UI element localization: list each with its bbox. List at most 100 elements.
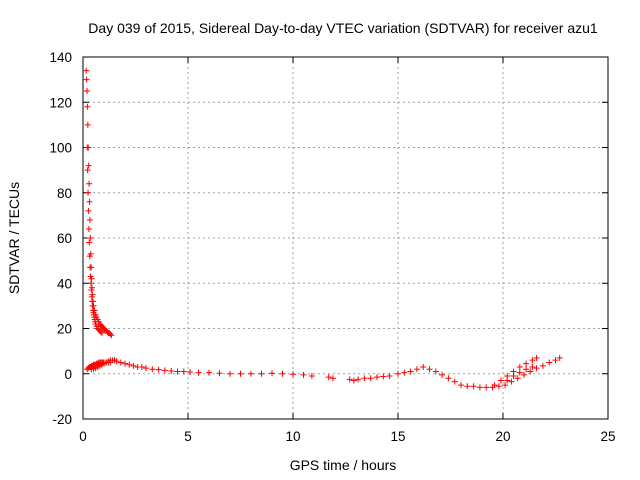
data-point [83,76,90,83]
y-axis-label: SDTVAR / TECUs [6,182,22,294]
data-point [161,367,168,374]
data-point [508,378,515,385]
data-point [527,368,534,375]
data-point [464,383,471,390]
data-point [98,330,105,337]
data-point [149,366,156,373]
data-point [483,384,490,391]
data-point [380,373,387,380]
data-point [329,375,336,382]
grid-lines [83,57,608,419]
data-point [84,103,91,110]
data-point [138,363,145,370]
data-point [386,373,393,380]
data-point [432,368,439,375]
data-point [85,225,92,232]
y-tick-label: 20 [57,322,72,337]
data-point [529,357,536,364]
y-tick-label: 60 [57,231,72,246]
data-point [237,370,244,377]
data-point [108,332,115,339]
data-point [107,331,114,338]
x-tick-label: 10 [285,429,300,444]
x-tick-label: 5 [184,429,192,444]
data-point [86,198,93,205]
x-tick-label: 15 [390,429,405,444]
chart-title: Day 039 of 2015, Sidereal Day-to-day VTE… [88,20,598,36]
data-point [510,373,517,380]
data-point [516,369,523,376]
data-point [227,370,233,377]
data-point [187,368,194,375]
data-point [84,144,91,151]
data-point [97,328,104,335]
data-point [143,365,149,372]
y-tick-label: 120 [49,95,72,110]
data-point [374,374,380,381]
data-point [426,366,433,373]
data-point [83,67,90,74]
data-point [521,371,527,378]
tick-labels: 0 5 10 15 20 25 -20 0 20 40 60 80 100 120 140 [49,50,615,444]
data-point [85,189,92,196]
data-point [491,382,498,389]
data-point [168,368,175,375]
data-point [86,216,93,223]
data-point [216,370,223,377]
data-point [279,370,286,377]
data-point [350,377,357,384]
data-point [113,358,120,365]
data-point [300,371,307,378]
data-point [87,235,94,241]
x-axis-label: GPS time / hours [290,457,397,473]
data-point [458,382,464,389]
data-point [420,363,427,370]
data-point [470,383,477,390]
data-point [401,369,408,376]
data-point [556,354,563,361]
data-point [248,370,254,377]
y-tick-label: 40 [57,276,72,291]
data-point [361,375,368,382]
data-point [523,366,530,373]
data-point [258,370,265,377]
data-point [407,368,414,375]
axis-ticks [82,56,609,420]
data-point [180,368,187,375]
data-point [533,365,540,372]
y-tick-label: 0 [64,367,72,382]
data-point [346,376,353,383]
data-point [395,370,401,377]
data-point [269,370,275,377]
data-point [88,287,95,294]
data-point [367,375,374,382]
data-point [117,359,124,366]
x-tick-label: 25 [600,429,615,444]
data-point [126,361,133,368]
y-tick-label: -20 [52,412,72,427]
data-point [87,264,94,271]
data-point [552,357,559,364]
data-point [514,375,521,382]
data-point [355,376,362,383]
data-point [504,377,511,384]
data-point [84,167,91,174]
data-point [85,207,92,214]
data-point [523,360,530,367]
y-tick-label: 80 [57,186,72,201]
x-tick-label: 0 [79,429,87,444]
data-point [539,362,546,369]
data-point [308,373,315,380]
data-point [87,280,94,287]
data-point [516,363,523,370]
data-point [546,359,553,366]
data-point [86,239,93,246]
data-point [122,360,128,367]
data-point [86,180,93,187]
data-point [439,371,446,378]
data-point [445,375,452,382]
data-point [206,369,212,376]
y-tick-label: 100 [49,141,72,156]
y-tick-label: 140 [49,50,72,65]
